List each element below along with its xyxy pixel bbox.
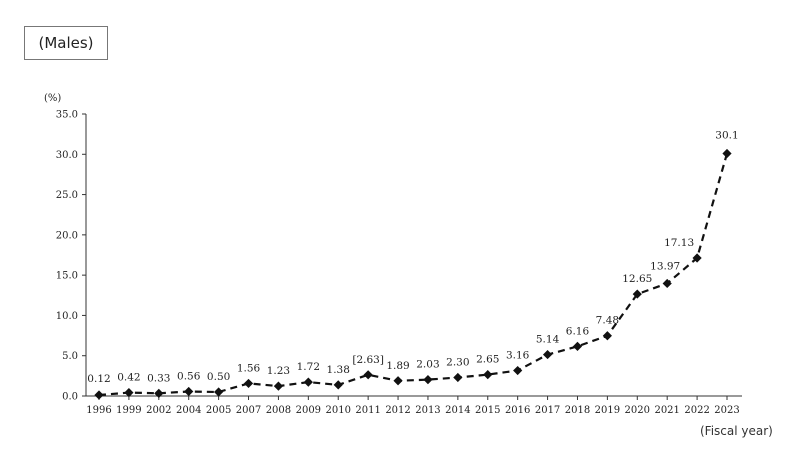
data-label: 13.97: [650, 260, 680, 272]
data-label: [2.63]: [352, 354, 384, 366]
x-tick-label: 2009: [296, 405, 321, 416]
data-label: 1.38: [327, 364, 350, 376]
data-label: 5.14: [536, 334, 560, 346]
data-label: 0.12: [87, 373, 110, 385]
data-labels-group: 0.12 0.42 0.33 0.56 0.50 1.56 1.23 1.72 1.38[2.6…: [87, 129, 738, 385]
x-tick-label: 2005: [206, 405, 231, 416]
x-tick-label: 2018: [565, 405, 590, 416]
data-label: 0.42: [117, 372, 140, 384]
x-tick-label: 2015: [475, 405, 500, 416]
data-label: 0.56: [177, 370, 201, 382]
data-label: 0.50: [207, 371, 230, 383]
x-tick-label: 2002: [146, 405, 171, 416]
y-tick-label: 25.0: [56, 190, 78, 201]
x-tick-label: 2008: [266, 405, 291, 416]
x-tick-label: 2020: [625, 405, 650, 416]
y-tick-label: 15.0: [56, 271, 78, 282]
x-tick-label: 1999: [116, 405, 141, 416]
x-tick-label: 2004: [176, 405, 201, 416]
y-tick-label: 0.0: [62, 392, 78, 403]
data-point-marker: [453, 372, 463, 383]
data-point-marker: [632, 289, 642, 299]
x-tick-label: 2016: [505, 405, 530, 416]
data-point-marker: [214, 387, 224, 397]
x-tick-label: 2010: [326, 405, 351, 416]
data-point-marker: [513, 365, 523, 376]
x-tick-label: 2022: [684, 405, 709, 416]
x-tick-label: 2014: [445, 405, 470, 416]
data-label: 2.30: [446, 356, 469, 368]
y-axis-unit-label: (%): [44, 93, 61, 104]
data-point-marker: [393, 376, 403, 386]
data-label: 6.16: [566, 325, 590, 337]
data-point-marker: [273, 381, 284, 391]
data-point-marker: [363, 370, 373, 380]
data-point-marker: [572, 341, 583, 351]
data-point-marker: [243, 378, 254, 389]
data-label: 17.13: [664, 237, 694, 249]
data-point-marker: [662, 278, 672, 289]
data-label: 1.23: [267, 365, 290, 377]
x-tick-label: 1996: [86, 405, 111, 416]
y-tick-label: 10.0: [56, 311, 78, 322]
data-label: 1.72: [297, 361, 320, 373]
data-label: 2.03: [416, 359, 439, 371]
x-tick-label: 2013: [415, 405, 440, 416]
data-point-marker: [722, 148, 732, 159]
x-tick-label: 2019: [595, 405, 620, 416]
data-point-marker: [542, 349, 553, 360]
data-point-marker: [154, 388, 164, 398]
data-label: 0.33: [147, 372, 170, 384]
y-tick-label: 5.0: [62, 351, 78, 362]
data-label: 1.56: [237, 362, 261, 374]
chart-axes: 0.0 5.0 10.0 15.0 20.0 25.0 30.0 35.0 1996 1999 20…: [56, 110, 742, 416]
series-line-group: [98, 153, 729, 397]
data-point-marker: [423, 375, 433, 385]
data-point-marker: [483, 370, 493, 380]
data-point-marker: [602, 331, 612, 341]
x-tick-label: 2011: [355, 405, 380, 416]
series-line: [98, 153, 729, 397]
data-label: 12.65: [622, 273, 652, 285]
x-tick-label: 2023: [714, 405, 739, 416]
data-label: 30.1: [715, 129, 738, 141]
data-label: 3.16: [506, 350, 530, 362]
markers-group: [94, 148, 732, 400]
data-point-marker: [333, 380, 343, 390]
x-tick-label: 2007: [236, 405, 261, 416]
data-point-marker: [124, 388, 134, 398]
x-tick-label: 2021: [654, 405, 679, 416]
data-label: 1.89: [386, 360, 409, 372]
data-label: 7.48: [596, 315, 619, 327]
panel-label: (Males): [24, 26, 108, 60]
x-tick-label: 2017: [535, 405, 560, 416]
y-tick-label: 35.0: [56, 110, 78, 121]
data-point-marker: [692, 253, 702, 263]
y-tick-label: 30.0: [56, 150, 78, 161]
x-axis-unit-label: (Fiscal year): [700, 424, 773, 438]
y-tick-label: 20.0: [56, 230, 78, 241]
data-label: 2.65: [476, 354, 499, 366]
x-tick-label: 2012: [385, 405, 410, 416]
data-point-marker: [94, 390, 104, 400]
data-point-marker: [184, 386, 194, 397]
data-point-marker: [303, 377, 313, 387]
